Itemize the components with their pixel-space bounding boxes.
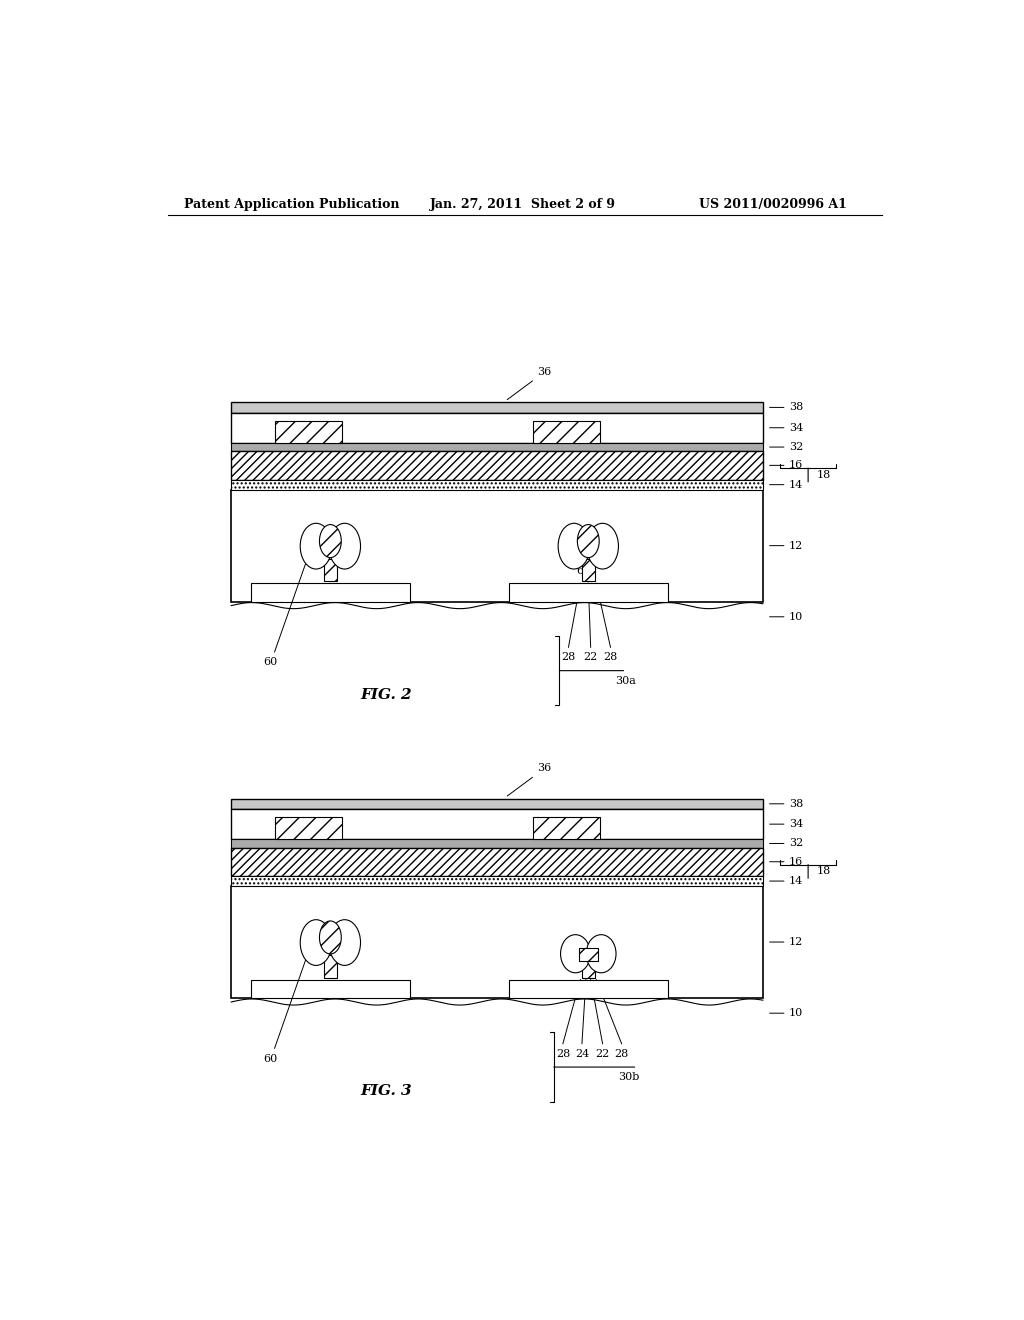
Bar	[231, 799, 763, 809]
Ellipse shape	[319, 921, 341, 954]
Ellipse shape	[329, 523, 360, 569]
Bar	[582, 961, 595, 978]
Bar	[509, 979, 668, 998]
Text: 18: 18	[817, 470, 831, 480]
Text: 34: 34	[790, 422, 803, 433]
Text: 14: 14	[790, 479, 803, 490]
Text: 36: 36	[507, 763, 552, 796]
Bar	[231, 490, 763, 602]
Ellipse shape	[558, 523, 590, 569]
Text: 12: 12	[790, 937, 803, 946]
Bar	[251, 583, 410, 602]
Text: 32: 32	[790, 838, 803, 849]
Text: 30a: 30a	[615, 676, 636, 686]
Bar	[251, 979, 410, 998]
Bar	[532, 817, 600, 840]
Bar	[231, 413, 763, 444]
Text: 16: 16	[790, 857, 803, 867]
Bar	[231, 479, 763, 490]
Bar	[231, 403, 763, 412]
Ellipse shape	[587, 935, 616, 973]
Bar	[231, 451, 763, 479]
Ellipse shape	[560, 935, 590, 973]
Text: 36: 36	[507, 367, 552, 400]
Bar	[274, 421, 342, 444]
Bar	[231, 840, 763, 847]
Text: 28: 28	[603, 652, 617, 663]
Bar	[231, 809, 763, 840]
Bar	[579, 948, 598, 961]
Text: 34: 34	[790, 820, 803, 829]
Text: Jan. 27, 2011  Sheet 2 of 9: Jan. 27, 2011 Sheet 2 of 9	[430, 198, 615, 211]
Bar	[324, 956, 337, 978]
Text: 28: 28	[556, 1049, 570, 1059]
Text: US 2011/0020996 A1: US 2011/0020996 A1	[699, 198, 847, 211]
Text: 32: 32	[790, 442, 803, 451]
Bar	[274, 817, 342, 840]
Text: 12: 12	[790, 541, 803, 550]
Text: 14: 14	[790, 876, 803, 886]
Text: 28: 28	[614, 1049, 629, 1059]
Ellipse shape	[587, 523, 618, 569]
Bar	[509, 583, 668, 602]
Text: 38: 38	[790, 403, 803, 412]
Ellipse shape	[300, 523, 332, 569]
Text: FIG. 2: FIG. 2	[360, 688, 412, 702]
Text: Patent Application Publication: Patent Application Publication	[183, 198, 399, 211]
Bar	[231, 876, 763, 886]
Bar	[231, 444, 763, 451]
Text: 30b: 30b	[618, 1072, 639, 1082]
Bar	[324, 558, 337, 581]
Ellipse shape	[578, 524, 599, 557]
Text: 60: 60	[264, 564, 305, 668]
Text: 60: 60	[264, 960, 305, 1064]
Bar	[532, 421, 600, 444]
Text: 22: 22	[584, 652, 598, 663]
Text: 28: 28	[561, 652, 575, 663]
Text: 60: 60	[577, 553, 595, 576]
Ellipse shape	[300, 920, 332, 965]
Ellipse shape	[329, 920, 360, 965]
Bar	[582, 558, 595, 581]
Text: 10: 10	[790, 1008, 803, 1018]
Text: 22: 22	[595, 1049, 609, 1059]
Bar	[231, 886, 763, 998]
Text: 18: 18	[817, 866, 831, 876]
Ellipse shape	[319, 524, 341, 557]
Text: FIG. 3: FIG. 3	[360, 1084, 412, 1098]
Bar	[231, 847, 763, 876]
Text: 10: 10	[790, 611, 803, 622]
Text: 60: 60	[577, 949, 595, 973]
Text: 24: 24	[574, 1049, 589, 1059]
Text: 38: 38	[790, 799, 803, 809]
Text: 16: 16	[790, 461, 803, 470]
